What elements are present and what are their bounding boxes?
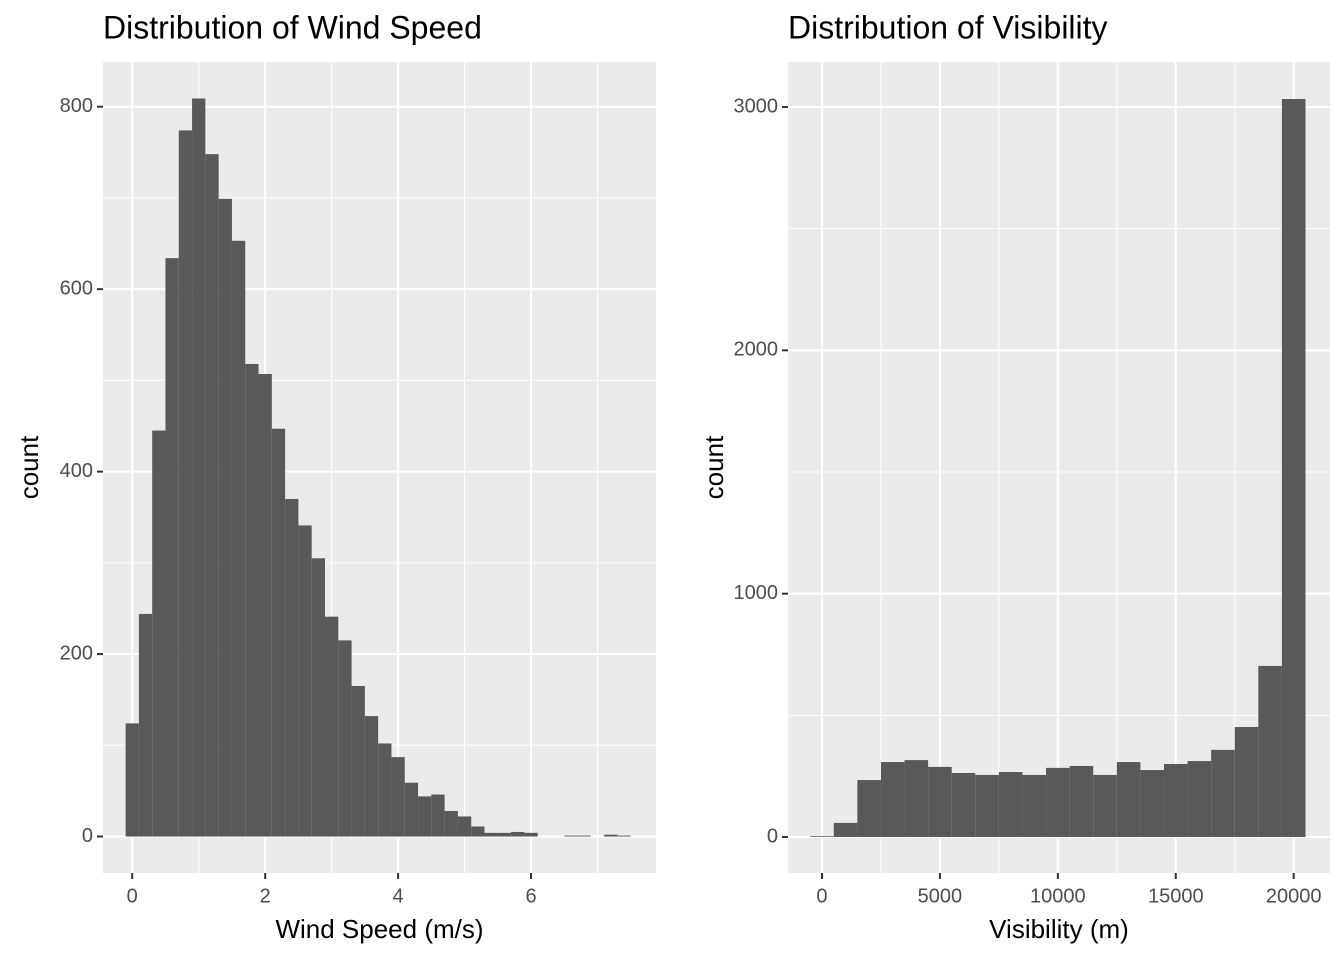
bar [511, 831, 525, 837]
bar [364, 716, 379, 837]
bar [524, 832, 538, 837]
bar [205, 154, 219, 837]
bar [125, 723, 139, 837]
y-tick-label: 800 [60, 95, 93, 117]
bar [497, 832, 512, 837]
x-tick-label: 15000 [1148, 885, 1204, 907]
bar [1163, 763, 1188, 837]
chart-title: Distribution of Visibility [788, 9, 1108, 45]
bar [178, 130, 193, 837]
bar [833, 822, 858, 837]
bar [880, 762, 905, 837]
bar [617, 835, 631, 837]
y-axis-title: count [14, 435, 44, 499]
x-tick-label: 20000 [1266, 885, 1322, 907]
y-tick-label: 3000 [734, 95, 779, 117]
bar [418, 796, 432, 837]
bar [1258, 665, 1282, 837]
bar [1281, 98, 1306, 837]
bar [810, 836, 834, 837]
bar [218, 198, 232, 837]
bar [1116, 762, 1141, 837]
bar [577, 835, 591, 837]
bar [1211, 749, 1235, 837]
bar [471, 826, 485, 837]
bar [975, 774, 999, 837]
x-axis-title: Wind Speed (m/s) [275, 914, 483, 944]
bar [231, 240, 246, 837]
bar [165, 258, 179, 837]
x-tick-label: 2 [260, 885, 271, 907]
bar [904, 760, 929, 837]
bar [431, 794, 445, 837]
y-tick-label: 600 [60, 277, 93, 299]
bar [564, 835, 578, 837]
y-tick-label: 0 [767, 825, 778, 847]
y-tick-label: 200 [60, 642, 93, 664]
x-tick-label: 0 [127, 885, 138, 907]
bar [324, 616, 339, 837]
bar [311, 558, 325, 837]
bar [1187, 761, 1212, 837]
bar [338, 640, 352, 837]
chart-title: Distribution of Wind Speed [103, 9, 482, 45]
bar [857, 780, 881, 837]
bar [285, 498, 299, 837]
x-tick-label: 5000 [918, 885, 963, 907]
bar [378, 743, 392, 837]
bar [351, 685, 365, 837]
y-axis-title: count [699, 435, 729, 499]
bar [457, 816, 472, 837]
bar [1069, 765, 1094, 837]
bar [1093, 774, 1117, 837]
bar [152, 430, 166, 837]
y-tick-label: 400 [60, 460, 93, 482]
bar [951, 772, 976, 837]
bar [1022, 774, 1047, 837]
bar [245, 363, 259, 837]
bar [604, 834, 618, 837]
bar [484, 832, 498, 837]
bar [444, 810, 458, 837]
bar [404, 782, 419, 837]
bar [192, 98, 206, 837]
x-tick-label: 0 [816, 885, 827, 907]
x-tick-label: 10000 [1030, 885, 1086, 907]
bar [998, 772, 1023, 837]
bar [298, 525, 312, 837]
bar [1046, 767, 1070, 837]
bar [138, 613, 153, 837]
bar [258, 373, 272, 837]
y-tick-label: 1000 [734, 582, 779, 604]
x-axis-title: Visibility (m) [989, 914, 1129, 944]
bar [271, 428, 286, 837]
x-tick-label: 4 [393, 885, 404, 907]
y-tick-label: 0 [82, 825, 93, 847]
y-tick-label: 2000 [734, 339, 779, 361]
bar [928, 766, 952, 837]
bar [1234, 727, 1259, 837]
bar [1140, 770, 1164, 837]
x-tick-label: 6 [525, 885, 536, 907]
bar [391, 757, 405, 837]
